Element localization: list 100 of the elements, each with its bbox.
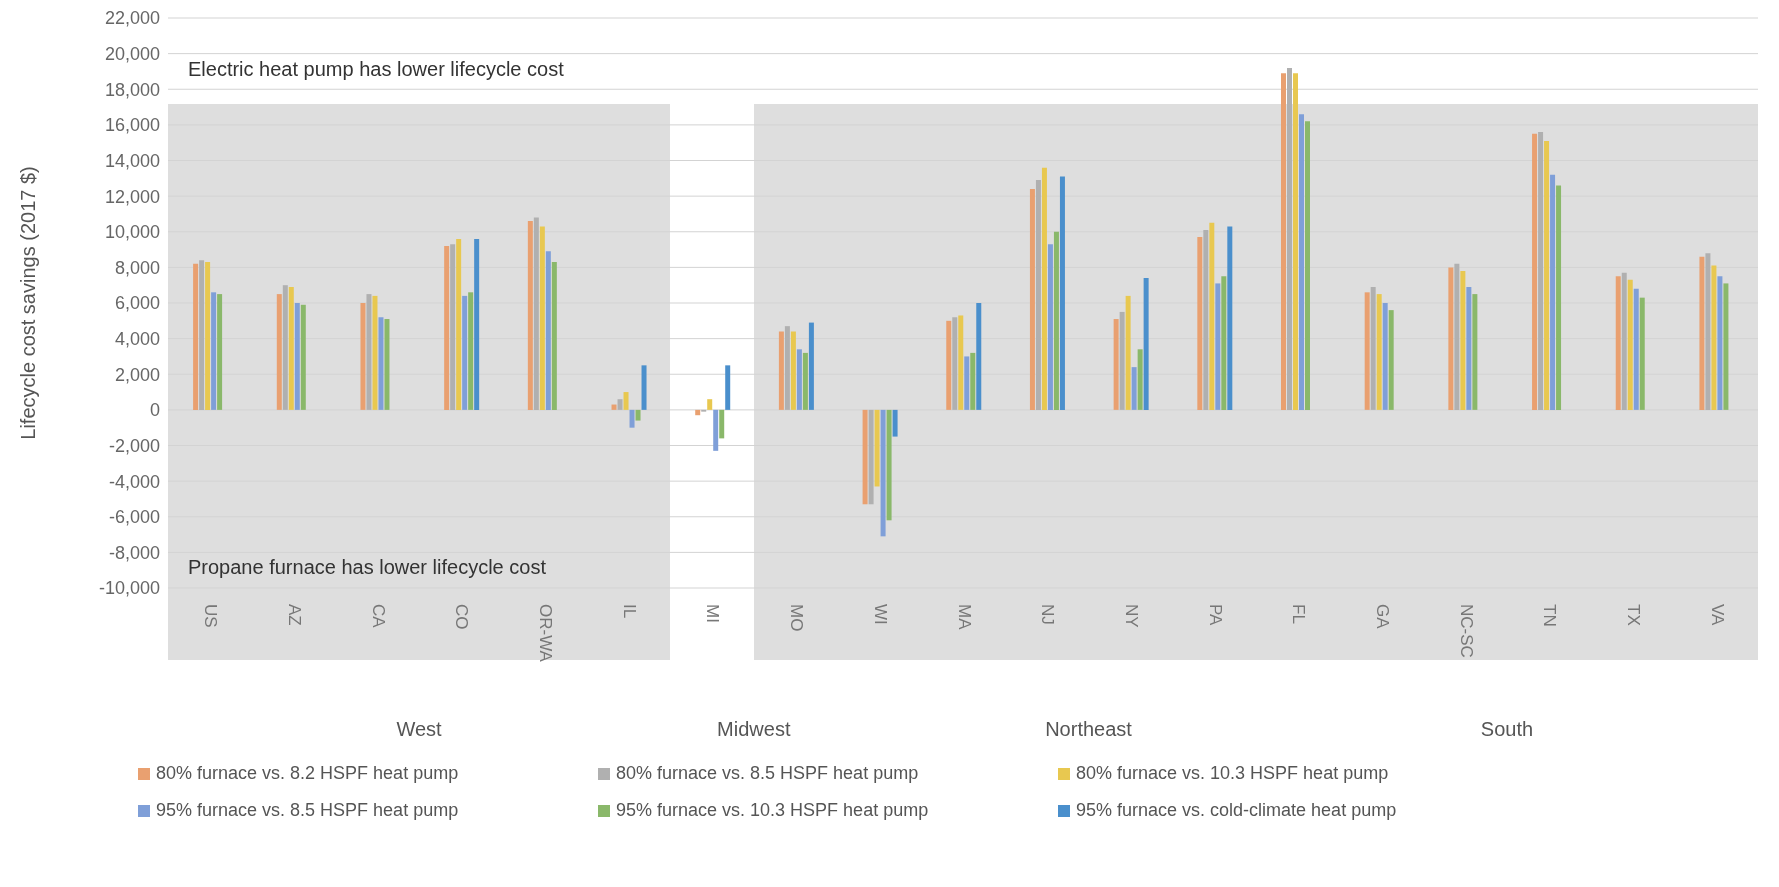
x-tick-label: WI (870, 604, 890, 625)
y-tick-label: 22,000 (104, 8, 160, 29)
x-tick-label: NY (1121, 604, 1141, 628)
bar (1131, 367, 1137, 410)
x-tick-label: GA (1372, 604, 1392, 630)
bar (360, 303, 366, 410)
legend-label: 95% furnace vs. 8.5 HSPF heat pump (156, 800, 459, 821)
bar (976, 303, 982, 410)
bar (1376, 294, 1382, 410)
bar (1305, 121, 1310, 410)
bar (1544, 140, 1550, 410)
legend-label: 80% furnace vs. 8.5 HSPF heat pump (616, 763, 919, 784)
bar (713, 409, 719, 451)
bar (1448, 267, 1454, 410)
bar (300, 304, 306, 410)
bar (456, 238, 462, 410)
annotation: Propane furnace has lower lifecycle cost (188, 556, 546, 580)
bar (288, 286, 294, 410)
x-tick-label: TX (1623, 604, 1643, 626)
annotation: Electric heat pump has lower lifecycle cost (188, 57, 564, 81)
y-tick-label: 20,000 (104, 44, 160, 65)
x-tick-label: IL (619, 604, 639, 619)
bar (1633, 288, 1639, 410)
y-tick-label: 10,000 (104, 222, 160, 243)
legend-label: 80% furnace vs. 10.3 HSPF heat pump (1076, 763, 1389, 784)
y-tick-label: 2,000 (114, 364, 160, 385)
bar (372, 295, 378, 410)
bar (1550, 174, 1556, 410)
bar (952, 317, 958, 410)
bar (886, 409, 892, 521)
bar (1119, 311, 1125, 410)
bar (611, 404, 617, 410)
y-tick-label: 4,000 (114, 329, 160, 350)
bar (880, 409, 886, 537)
legend-label: 95% furnace vs. cold-climate heat pump (1076, 800, 1397, 821)
bar (1203, 229, 1209, 410)
bar (958, 315, 964, 410)
y-tick-label: 16,000 (104, 115, 160, 136)
bar (1197, 237, 1203, 410)
y-tick-label: 6,000 (114, 293, 160, 314)
bar (533, 217, 539, 410)
bar (205, 262, 211, 410)
bar (1705, 253, 1711, 410)
bar (946, 320, 952, 410)
bar (1281, 73, 1286, 410)
y-tick-label: -10,000 (98, 578, 160, 599)
text: Midwest (716, 718, 792, 741)
y-tick-label: -8,000 (108, 542, 160, 563)
bar (790, 331, 796, 410)
bar (635, 409, 641, 421)
bar (1472, 294, 1478, 410)
bar (1627, 279, 1633, 410)
bar (1059, 176, 1065, 410)
bar (629, 409, 635, 428)
bar (217, 294, 223, 410)
y-tick-label: 8,000 (114, 257, 160, 278)
bar (282, 285, 288, 410)
legend-label: 95% furnace vs. 10.3 HSPF heat pump (616, 800, 929, 821)
x-tick-label: MA (954, 604, 974, 631)
bar (1388, 310, 1394, 410)
bar (474, 238, 480, 410)
bar (1370, 286, 1376, 410)
bar (892, 409, 898, 437)
bar (784, 326, 790, 410)
bar (1460, 270, 1466, 410)
bar (450, 244, 456, 410)
bar (1711, 265, 1717, 410)
x-tick-label: OR-WA (536, 604, 556, 663)
bar (617, 399, 623, 410)
y-tick-label: -4,000 (108, 471, 160, 492)
bar (539, 226, 545, 410)
bar (1209, 222, 1215, 410)
bar (199, 260, 205, 410)
bar (468, 292, 474, 410)
x-tick-label: TN (1540, 604, 1560, 627)
bar (778, 331, 784, 410)
bar (862, 409, 868, 505)
bar (1113, 319, 1119, 410)
bar (1137, 349, 1143, 410)
bar (1287, 67, 1292, 410)
x-tick-label: US (201, 604, 221, 628)
x-tick-label: MI (703, 604, 723, 623)
bar (527, 221, 533, 410)
x-tick-label: CA (368, 604, 388, 629)
bar (1125, 295, 1131, 410)
y-tick-label: 12,000 (104, 186, 160, 207)
x-tick-label: AZ (285, 604, 305, 626)
bar (462, 295, 468, 410)
text: West (395, 718, 443, 741)
bar (1299, 114, 1304, 410)
x-tick-label: NC-SC (1456, 604, 1476, 658)
bar (1041, 167, 1047, 410)
bar (1215, 283, 1221, 410)
y-axis-title: Lifecycle cost savings (2017 $) (17, 166, 40, 440)
y-tick-label: 14,000 (104, 150, 160, 171)
y-tick-label: 0 (149, 400, 160, 421)
bar (1227, 226, 1233, 410)
bar (964, 356, 970, 410)
bar (1143, 278, 1149, 410)
bar (366, 294, 372, 410)
